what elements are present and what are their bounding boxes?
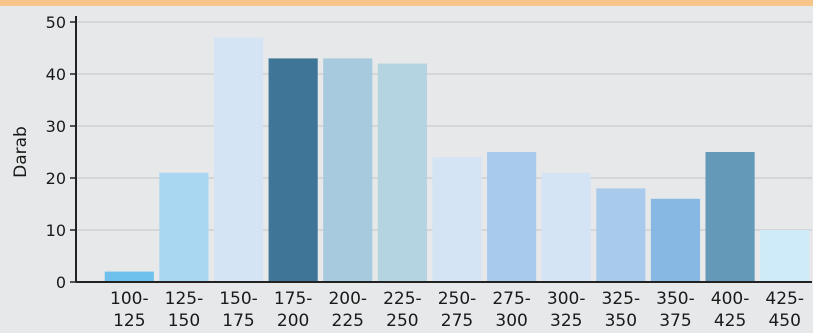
y-tick-labels: 0 10 20 30 40 50 — [46, 13, 66, 292]
x-tick-labels: 100-125125-150150-175175-200200-225225-2… — [110, 289, 804, 331]
x-tick-label-line2: 375 — [659, 311, 691, 331]
axes — [75, 16, 812, 283]
x-tick-label: 250-275 — [438, 289, 477, 331]
bar — [377, 63, 427, 282]
x-tick-label-line2: 225 — [332, 311, 364, 331]
x-tick-label: 150-175 — [219, 289, 258, 331]
x-tick-label-line2: 250 — [386, 311, 418, 331]
y-tick-label: 40 — [46, 65, 66, 84]
bar — [104, 271, 154, 282]
bar — [596, 188, 646, 282]
bar — [487, 152, 537, 282]
x-tick-label-line2: 350 — [605, 311, 637, 331]
y-axis-title: Darab — [11, 126, 31, 178]
x-tick-label-line1: 350- — [656, 289, 695, 309]
x-tick-label-line1: 425- — [765, 289, 804, 309]
x-tick-label-line1: 325- — [602, 289, 641, 309]
x-tick-label-line2: 150 — [168, 311, 200, 331]
x-tick-label-line1: 300- — [547, 289, 586, 309]
x-tick-label-line1: 400- — [711, 289, 750, 309]
x-tick-label: 100-125 — [110, 289, 149, 331]
bar — [760, 230, 810, 282]
x-tick-label-line2: 300 — [495, 311, 527, 331]
x-tick-label: 425-450 — [765, 289, 804, 331]
x-tick-label-line2: 200 — [277, 311, 309, 331]
bar — [541, 172, 591, 282]
bar — [432, 157, 482, 282]
x-tick-label-line2: 275 — [441, 311, 473, 331]
bar — [268, 58, 318, 283]
x-tick-label-line1: 175- — [274, 289, 313, 309]
x-tick-label: 325-350 — [602, 289, 641, 331]
x-tick-label: 125-150 — [165, 289, 204, 331]
y-tick-label: 30 — [46, 117, 66, 136]
x-tick-label-line1: 100- — [110, 289, 149, 309]
accent-strip — [0, 0, 813, 6]
bar — [323, 58, 373, 283]
x-tick-label-line1: 225- — [383, 289, 422, 309]
y-tick-label: 10 — [46, 221, 66, 240]
x-tick-label: 225-250 — [383, 289, 422, 331]
x-tick-label: 400-425 — [711, 289, 750, 331]
bar — [213, 37, 264, 282]
bar — [159, 172, 209, 282]
x-tick-label: 275-300 — [492, 289, 531, 331]
bar — [650, 198, 701, 282]
x-tick-label: 350-375 — [656, 289, 695, 331]
y-tick-label: 50 — [46, 13, 66, 32]
x-tick-label-line2: 425 — [714, 311, 746, 331]
x-tick-label-line1: 200- — [328, 289, 367, 309]
x-tick-label-line1: 150- — [219, 289, 258, 309]
bars — [104, 37, 810, 283]
x-tick-label-line2: 325 — [550, 311, 582, 331]
y-tick-label: 20 — [46, 169, 66, 188]
x-tick-label: 300-325 — [547, 289, 586, 331]
bar — [705, 152, 755, 282]
x-tick-label-line1: 125- — [165, 289, 204, 309]
x-tick-label-line1: 250- — [438, 289, 477, 309]
x-tick-label-line1: 275- — [492, 289, 531, 309]
x-tick-label: 200-225 — [328, 289, 367, 331]
y-tick-label: 0 — [56, 273, 66, 292]
x-tick-label-line2: 125 — [113, 311, 145, 331]
x-tick-label-line2: 450 — [768, 311, 800, 331]
x-tick-label-line2: 175 — [222, 311, 254, 331]
x-tick-label: 175-200 — [274, 289, 313, 331]
